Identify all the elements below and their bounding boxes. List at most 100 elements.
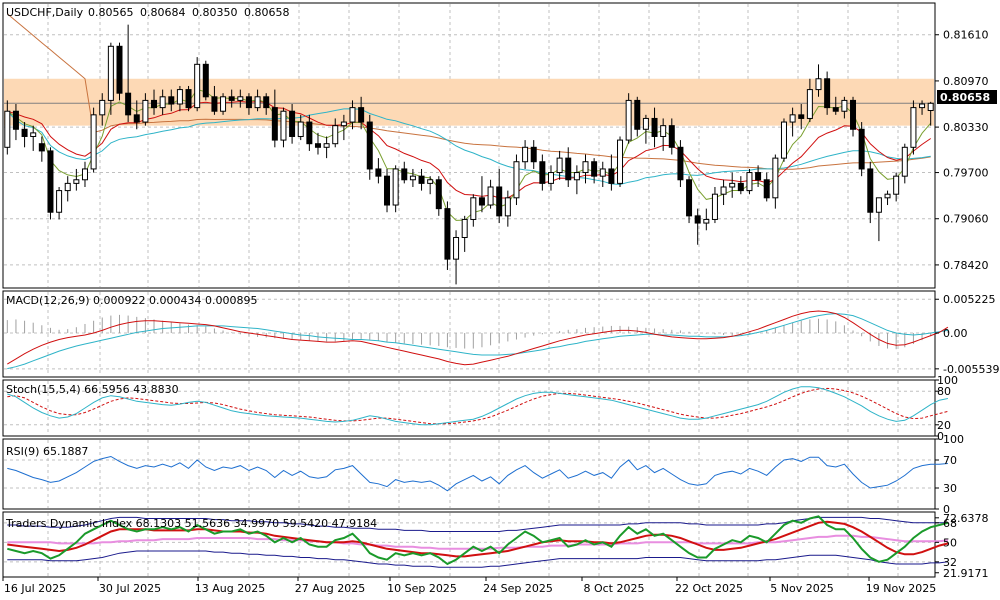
candle-bear xyxy=(444,208,451,260)
candle-bull xyxy=(772,157,779,199)
candle-bear xyxy=(539,161,546,184)
candle-bear xyxy=(832,107,839,112)
rsi-tick-label: 0 xyxy=(943,503,950,516)
candle-bull xyxy=(642,117,649,130)
candle-bull xyxy=(297,121,304,137)
candle-bear xyxy=(763,179,770,199)
tdi-label: Traders Dynamic Index 68.1303 51.5636 34… xyxy=(5,517,377,530)
candle-bull xyxy=(919,103,926,109)
candle-bear xyxy=(375,168,382,177)
date-tick-label: 30 Jul 2025 xyxy=(99,582,161,595)
candle-bull xyxy=(573,172,580,181)
date-tick-label: 10 Sep 2025 xyxy=(387,582,457,595)
candle-bull xyxy=(927,102,934,112)
candle-bear xyxy=(824,78,831,109)
candle-bear xyxy=(737,182,744,192)
candle-bull xyxy=(780,121,787,159)
candle-bull xyxy=(617,139,624,184)
candle-bull xyxy=(789,114,796,123)
candle-bear xyxy=(314,143,321,148)
candle-bear xyxy=(185,89,192,109)
candle-bear xyxy=(12,110,19,130)
stochastic-panel xyxy=(7,386,949,426)
tdi-tick-label: 50 xyxy=(943,536,957,549)
macd-tick-label: 0.005225 xyxy=(943,293,996,306)
price-tick-label: 0.79060 xyxy=(943,213,989,226)
tdi-tick-label: 68 xyxy=(943,517,957,530)
candle-bear xyxy=(21,128,28,137)
candle-bull xyxy=(332,125,339,145)
candle-bull xyxy=(487,186,494,206)
date-tick-label: 22 Oct 2025 xyxy=(675,582,743,595)
candle-bull xyxy=(547,172,554,184)
macd-panel xyxy=(6,310,949,370)
candle-bear xyxy=(591,161,598,177)
date-tick-label: 19 Nov 2025 xyxy=(866,582,936,595)
candle-bull xyxy=(56,190,63,213)
candle-bull xyxy=(220,96,227,112)
candle-bull xyxy=(806,89,813,119)
candle-bear xyxy=(263,96,270,109)
candle-bull xyxy=(504,197,511,217)
grid xyxy=(4,4,934,576)
candle-bull xyxy=(841,99,848,112)
candle-bull xyxy=(159,96,166,109)
date-tick-label: 24 Sep 2025 xyxy=(483,582,553,595)
candle-bull xyxy=(461,218,468,238)
symbol-label: USDCHF,Daily xyxy=(6,6,84,19)
tdi-lower-band xyxy=(7,550,948,568)
candle-bear xyxy=(867,168,874,213)
candle-bear xyxy=(47,150,54,213)
candle-bull xyxy=(90,114,97,170)
candle-bull xyxy=(556,157,563,174)
panel-frame-4 xyxy=(2,511,936,578)
tdi-signal-line xyxy=(7,520,949,558)
macd-tick-label: 0.00 xyxy=(943,327,968,340)
candle-bull xyxy=(280,110,287,141)
candle-bear xyxy=(401,168,408,181)
price-tick-label: 0.81610 xyxy=(943,29,989,42)
ohlc-low: 0.80350 xyxy=(192,6,238,19)
panel-frame-3 xyxy=(2,438,936,510)
stoch-tick-label: 80 xyxy=(937,385,951,398)
candle-bull xyxy=(4,110,11,148)
candle-bear xyxy=(125,92,132,116)
candle-bear xyxy=(435,179,442,210)
date-tick-label: 8 Oct 2025 xyxy=(583,582,644,595)
macd-signal-line xyxy=(7,313,948,370)
price-tick-label: 0.79700 xyxy=(943,167,989,180)
macd-tick-label: -0.005539 xyxy=(943,363,999,376)
candle-bear xyxy=(565,157,572,181)
candle-bull xyxy=(323,143,330,148)
ohlc-close: 0.80658 xyxy=(244,6,290,19)
candle-bull xyxy=(893,175,900,195)
candle-bull xyxy=(142,99,149,123)
candle-bull xyxy=(453,236,460,260)
candle-bear xyxy=(858,128,865,170)
candle-bear xyxy=(306,121,313,145)
candle-bull xyxy=(901,146,908,177)
candle-bear xyxy=(798,114,805,119)
candle-bull xyxy=(582,161,589,174)
candle-bull xyxy=(349,107,356,123)
candle-bear xyxy=(38,143,45,152)
date-tick-label: 13 Aug 2025 xyxy=(195,582,265,595)
price-tick-label: 0.80970 xyxy=(943,75,989,88)
tdi-rsi-price-line xyxy=(7,515,949,566)
stoch-label: Stoch(15,5,4) 66.5956 43.8830 xyxy=(6,383,179,396)
candle-bull xyxy=(746,172,753,192)
macd-label: MACD(12,26,9) 0.000922 0.000434 0.000895 xyxy=(6,294,258,307)
candle-bear xyxy=(677,146,684,181)
candle-bull xyxy=(73,179,80,184)
candle-bear xyxy=(245,96,252,109)
candle-bear xyxy=(289,110,296,137)
candle-bull xyxy=(884,193,891,199)
tdi-panel xyxy=(7,515,949,568)
candle-bull xyxy=(427,179,434,184)
candle-bull xyxy=(194,63,201,109)
candle-bull xyxy=(703,218,710,224)
tdi-tick-label: 72.6378 xyxy=(943,512,989,525)
candle-bull xyxy=(625,99,632,141)
rsi-tick-label: 100 xyxy=(943,433,964,446)
candle-bear xyxy=(358,107,365,123)
